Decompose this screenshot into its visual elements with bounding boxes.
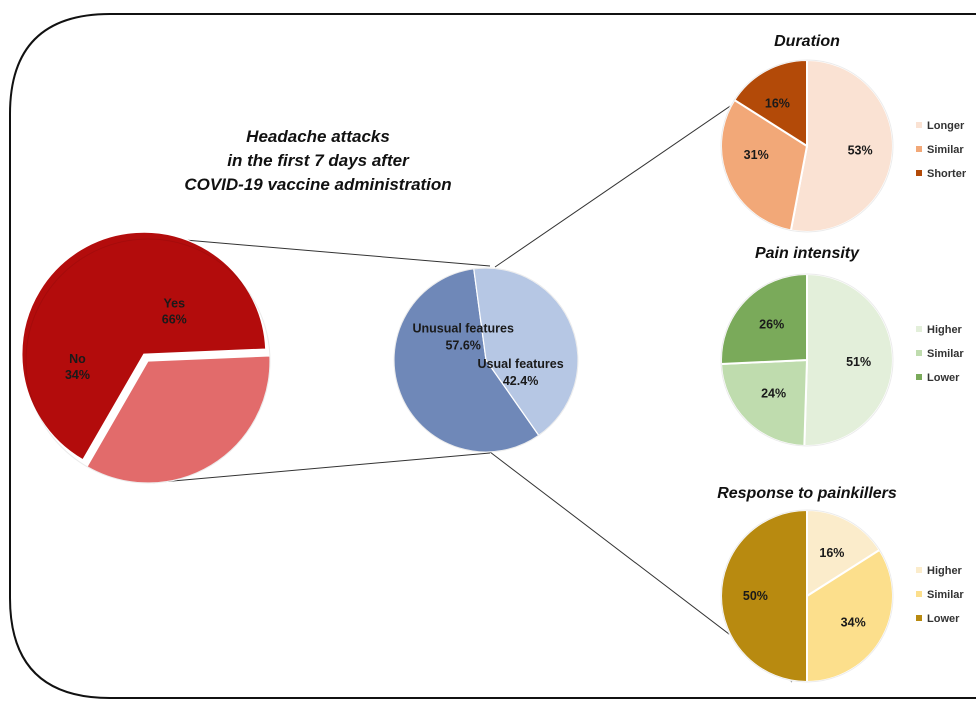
figure-title-line-2: in the first 7 days after: [227, 151, 410, 170]
duration-legend-swatch-similar: [916, 146, 922, 152]
pain-intensity-slice-similar: [720, 358, 809, 447]
figure-title-line-1: Headache attacks: [246, 127, 390, 146]
response-to-painkillers-legend-label-similar: Similar: [927, 589, 964, 601]
headache-attacks-slice-yes: [21, 231, 267, 461]
response-to-painkillers-title: Response to painkillers: [717, 485, 897, 502]
headache-attacks-slice-no: [86, 355, 271, 484]
pain-intensity-legend-label-lower: Lower: [927, 372, 960, 384]
response-to-painkillers-pie: 16% 34% 50% Response to painkillers Higher Si…: [717, 485, 964, 684]
duration-legend-label-longer: Longer: [927, 120, 965, 132]
pain-intensity-value-label-higher: 51%: [846, 355, 871, 369]
features-category-label-usual-features: Usual features: [478, 357, 564, 371]
figure-title-line-3: COVID-19 vaccine administration: [184, 175, 451, 194]
pain-intensity-pie: 51% 24% 26% Pain intensity Higher Similar Lowe…: [720, 245, 964, 447]
pain-intensity-legend-label-similar: Similar: [927, 348, 964, 360]
rounded-frame: [9, 13, 976, 699]
features-slice-usual-features: [473, 267, 579, 437]
response-to-painkillers-value-label-lower: 50%: [743, 589, 768, 603]
features-pie: Unusual features 57.6% Usual features 42.4%: [393, 267, 579, 453]
pain-intensity-legend-swatch-higher: [916, 326, 922, 332]
pain-intensity-value-label-similar: 24%: [761, 386, 786, 400]
response-to-painkillers-slice-higher: [806, 508, 881, 598]
pain-intensity-legend: Higher Similar Lower: [916, 324, 964, 384]
features-category-label-unusual-features: Unusual features: [412, 322, 513, 336]
headache-attacks-value-label-no: 34%: [65, 368, 90, 382]
pie-charts: No 34% Yes 66% Unusual features 57.6% Usual fe…: [21, 33, 967, 684]
duration-slice-longer: [789, 58, 894, 233]
pain-intensity-legend-label-higher: Higher: [927, 324, 963, 336]
response-to-painkillers-legend-label-higher: Higher: [927, 565, 963, 577]
pain-intensity-outline: [720, 273, 894, 447]
duration-value-label-longer: 53%: [848, 144, 873, 158]
duration-value-label-shorter: 16%: [765, 97, 790, 111]
response-to-painkillers-legend: Higher Similar Lower: [916, 565, 964, 625]
headache-attacks-category-label-yes: Yes: [164, 296, 186, 310]
pain-intensity-legend-swatch-lower: [916, 374, 922, 380]
response-to-painkillers-slice-similar: [806, 548, 894, 684]
duration-title: Duration: [774, 33, 840, 50]
figure-title: Headache attacks in the first 7 days aft…: [184, 127, 451, 194]
duration-legend: Longer Similar Shorter: [916, 120, 967, 180]
pain-intensity-title: Pain intensity: [755, 245, 860, 262]
pain-intensity-value-label-lower: 26%: [759, 318, 784, 332]
response-to-painkillers-slice-lower: [720, 508, 808, 684]
features-outline: [393, 267, 579, 453]
duration-legend-swatch-shorter: [916, 170, 922, 176]
response-to-painkillers-legend-swatch-similar: [916, 591, 922, 597]
duration-outline: [720, 59, 894, 233]
response-to-painkillers-legend-label-lower: Lower: [927, 613, 960, 625]
pain-intensity-slice-lower: [720, 272, 808, 366]
headache-attacks-category-label-no: No: [69, 352, 86, 366]
response-to-painkillers-legend-swatch-higher: [916, 567, 922, 573]
features-value-label-unusual-features: 57.6%: [445, 339, 480, 353]
features-slice-unusual-features: [393, 268, 540, 453]
duration-legend-label-shorter: Shorter: [927, 168, 967, 180]
duration-legend-label-similar: Similar: [927, 144, 964, 156]
duration-value-label-similar: 31%: [744, 148, 769, 162]
response-to-painkillers-value-label-similar: 34%: [841, 616, 866, 630]
headache-attacks-value-label-yes: 66%: [162, 312, 187, 326]
response-to-painkillers-outline: [720, 509, 894, 683]
response-to-painkillers-legend-swatch-lower: [916, 615, 922, 621]
features-value-label-usual-features: 42.4%: [503, 374, 538, 388]
headache-attacks-outline: [25, 238, 271, 484]
duration-pie: 53% 31% 16% Duration Longer Similar Shorter: [720, 33, 967, 233]
pain-intensity-slice-higher: [803, 272, 894, 447]
duration-legend-swatch-longer: [916, 122, 922, 128]
duration-slice-shorter: [733, 58, 808, 148]
pain-intensity-legend-swatch-similar: [916, 350, 922, 356]
headache-attacks-pie: No 34% Yes 66%: [21, 231, 271, 484]
response-to-painkillers-value-label-higher: 16%: [819, 546, 844, 560]
